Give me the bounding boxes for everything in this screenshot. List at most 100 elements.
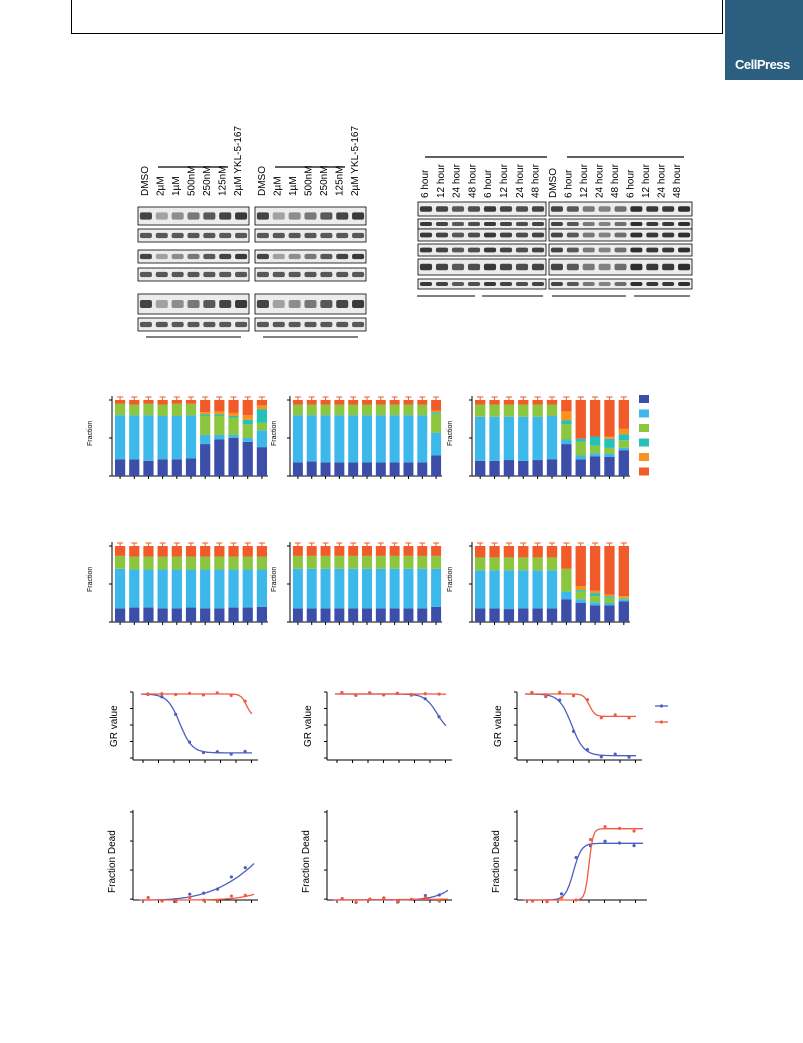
blot-band [288, 253, 301, 260]
cell-cycle-bar-segment [185, 546, 197, 557]
cell-cycle-bar-segment [518, 416, 529, 461]
gr-y-label: GR value [303, 705, 314, 747]
cell-cycle-bar-segment [604, 453, 615, 457]
gr-point [201, 750, 206, 755]
blot-band [531, 232, 545, 238]
cell-cycle-bar-segment [214, 569, 225, 609]
blot-band [203, 321, 216, 328]
cell-cycle-bar-segment [618, 450, 629, 476]
blot-band [320, 271, 333, 278]
cell-cycle-bar-segment [575, 599, 586, 603]
cell-cycle-bar-segment [185, 607, 197, 622]
cell-cycle-bar-segment [200, 444, 211, 476]
cell-cycle-bar-segment [362, 462, 372, 476]
cell-cycle-bar-segment [618, 596, 629, 598]
timecourse-blot-strip [417, 278, 547, 290]
blot-band [419, 206, 433, 212]
gr-point [187, 740, 192, 744]
cell-cycle-bar-segment [362, 400, 372, 405]
blot-band [419, 222, 433, 226]
cell-cycle-bar-segment [589, 453, 601, 457]
cell-cycle-bar-segment [575, 546, 586, 587]
cell-cycle-bar-segment [475, 570, 486, 609]
fraction-dead-curve [523, 842, 643, 901]
blot-band [467, 232, 481, 238]
cell-cycle-bar-segment [348, 608, 359, 622]
cell-cycle-bar-segment [618, 400, 629, 429]
cell-cycle-bar-segment [143, 403, 154, 416]
fraction-dead-point [215, 887, 220, 891]
blot-band [630, 247, 643, 253]
blot-band [256, 321, 269, 328]
cell-cycle-bar-segment [503, 400, 515, 405]
cell-cycle-bar-segment [475, 608, 486, 622]
cell-cycle-bar-segment [242, 569, 253, 608]
cell-cycle-bar-segment [256, 556, 268, 570]
blot-band [598, 232, 611, 238]
cell-cycle-bar-segment [143, 546, 154, 557]
blot-band [435, 247, 449, 253]
cell-cycle-bar-segment [200, 608, 211, 622]
cell-cycle-bar-segment [575, 459, 586, 476]
cell-cycle-bar-segment [389, 608, 400, 622]
blot-band [467, 206, 481, 212]
blot-lane-label: 125nM [218, 165, 229, 196]
cell-cycle-y-label: Fraction [447, 421, 454, 446]
cell-cycle-bar-segment [503, 609, 515, 622]
cell-cycle-bar-segment [546, 546, 558, 558]
cell-cycle-bar-segment [214, 411, 225, 415]
blot-band [646, 282, 659, 286]
blot-band [598, 263, 611, 271]
cell-cycle-bar-segment [589, 445, 601, 454]
cell-cycle-bar-segment [256, 546, 268, 557]
cell-cycle-bar-segment [503, 416, 515, 461]
gr-point [613, 752, 617, 756]
blot-band [499, 206, 513, 212]
blot-band [139, 253, 152, 260]
blot-band [678, 263, 691, 271]
cell-cycle-bar-segment [389, 415, 400, 463]
blot-band [678, 282, 691, 286]
cell-cycle-bar-segment [417, 546, 428, 556]
cell-cycle-bar-segment [403, 555, 414, 569]
blot-band [515, 263, 529, 271]
blot-band [499, 222, 513, 226]
cell-cycle-bar-segment [389, 546, 400, 556]
cell-cycle-bar-segment [348, 462, 359, 476]
fraction-dead-point [617, 841, 622, 845]
blot-band [614, 282, 627, 286]
cell-cycle-bar-segment [242, 415, 253, 420]
cell-cycle-bar-segment [417, 404, 428, 416]
cell-cycle-bar-segment [143, 460, 154, 476]
cell-cycle-bar-segment [561, 411, 572, 421]
blot-band [483, 247, 497, 253]
fraction-dead-point [202, 891, 206, 895]
cell-cycle-bar-segment [532, 608, 543, 622]
blot-lane-label: 250nM [202, 165, 213, 196]
cell-cycle-bar-segment [171, 556, 182, 570]
cell-cycle-bar-segment [143, 569, 154, 608]
cell-cycle-bar-segment [334, 400, 345, 405]
cell-cycle-bar-segment [228, 556, 239, 570]
cell-cycle-bar-segment [306, 608, 317, 622]
cell-cycle-bar-segment [546, 404, 558, 416]
fraction-dead-point [437, 893, 441, 897]
gr-point [201, 693, 206, 697]
gr-point [243, 749, 247, 754]
cell-cycle-bar-segment [618, 428, 629, 435]
cell-cycle-bar-segment [403, 568, 414, 609]
cell-cycle-bar-segment [575, 586, 586, 591]
cell-cycle-bar-segment [518, 460, 529, 476]
timecourse-lane-label: 12 hour [499, 163, 510, 198]
blot-band [435, 263, 449, 271]
cell-cycle-bar-segment [362, 568, 372, 609]
blot-band [614, 247, 627, 253]
cell-cycle-bar-segment [129, 569, 140, 608]
cell-cycle-bar-segment [604, 400, 615, 437]
blot-band [219, 300, 232, 308]
blot-lane-label: 500nM [187, 165, 198, 196]
blot-lane-label: DMSO [140, 166, 151, 196]
cell-cycle-bar-segment [143, 556, 154, 570]
cell-cycle-bar-segment [604, 447, 615, 454]
